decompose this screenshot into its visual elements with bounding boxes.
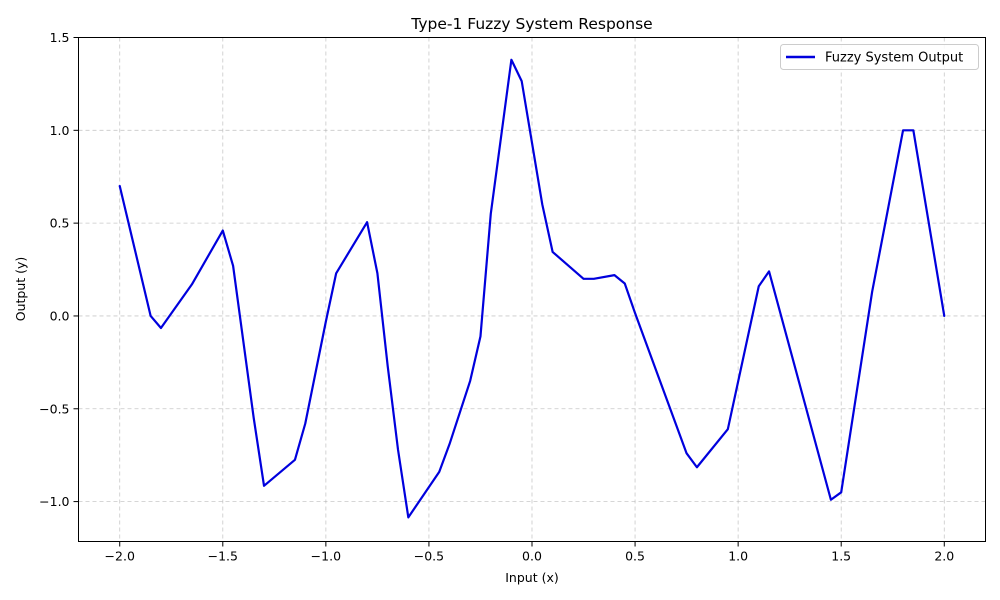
- y-tick-label: −1.0: [39, 494, 69, 509]
- y-tick-label: 1.0: [50, 123, 70, 138]
- x-axis-label: Input (x): [505, 570, 559, 585]
- x-tick-label: 1.0: [728, 549, 748, 564]
- legend-label: Fuzzy System Output: [825, 51, 963, 66]
- chart-title: Type-1 Fuzzy System Response: [410, 15, 652, 33]
- y-tick-label: 0.5: [50, 216, 70, 231]
- x-tick-label: −0.5: [414, 549, 444, 564]
- x-tick-label: −1.5: [208, 549, 238, 564]
- x-tick-label: 1.5: [831, 549, 851, 564]
- y-tick-label: 1.5: [50, 30, 70, 45]
- x-tick-label: 2.0: [934, 549, 954, 564]
- y-axis-label: Output (y): [13, 257, 28, 322]
- x-tick-label: −1.0: [311, 549, 341, 564]
- series-layer: [118, 58, 946, 519]
- x-tick-label: 0.0: [522, 549, 542, 564]
- series-line: [118, 58, 946, 519]
- y-tick-label: 0.0: [50, 308, 70, 323]
- legend: Fuzzy System Output: [780, 44, 979, 70]
- x-tick-label: 0.5: [625, 549, 645, 564]
- tick-layer: −2.0 −1.5 −1.0 −0.5 0.0 0.5 1.0 1.5 2.0 −1.0 −0.5 0…: [39, 30, 954, 564]
- x-tick-label: −2.0: [105, 549, 135, 564]
- grid-layer: [78, 37, 986, 542]
- y-tick-label: −0.5: [39, 401, 69, 416]
- legend-box: [780, 44, 979, 70]
